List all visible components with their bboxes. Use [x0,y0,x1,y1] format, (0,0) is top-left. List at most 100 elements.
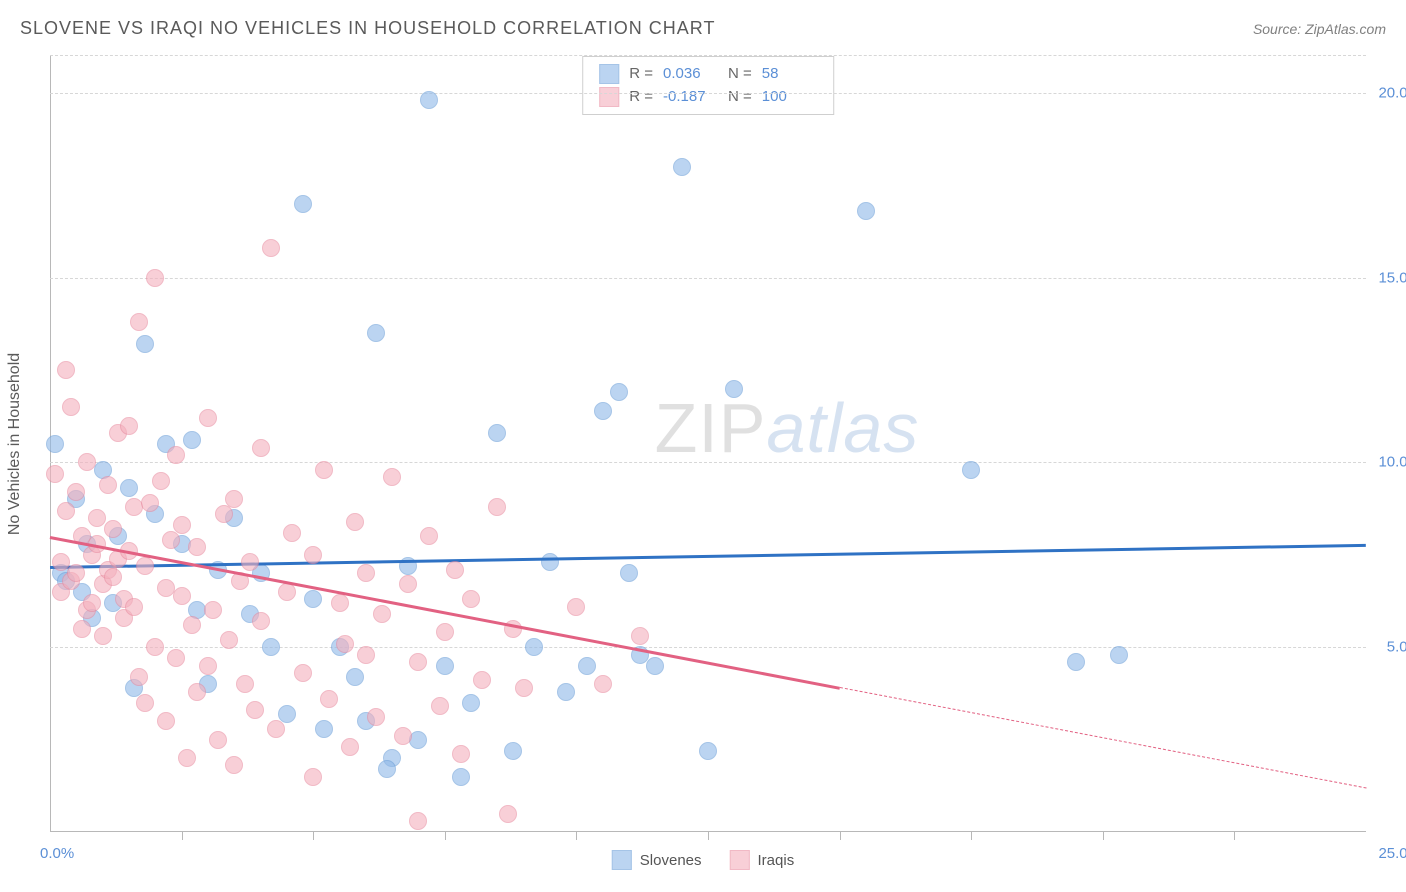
gridline [50,93,1366,94]
x-tick [182,832,183,840]
data-point [178,749,196,767]
watermark-zip: ZIP [655,389,767,467]
data-point [52,553,70,571]
data-point [67,483,85,501]
swatch-slovenes [599,64,619,84]
data-point [1067,653,1085,671]
data-point [499,805,517,823]
data-point [346,513,364,531]
data-point [320,690,338,708]
n-label: N = [728,63,752,86]
data-point [130,668,148,686]
data-point [304,590,322,608]
x-tick [840,832,841,840]
data-point [331,594,349,612]
bottom-legend: Slovenes Iraqis [612,850,794,870]
data-point [136,694,154,712]
data-point [73,620,91,638]
data-point [515,679,533,697]
data-point [373,605,391,623]
title-bar: SLOVENE VS IRAQI NO VEHICLES IN HOUSEHOL… [20,18,1386,39]
data-point [578,657,596,675]
data-point [141,494,159,512]
data-point [462,694,480,712]
data-point [209,731,227,749]
x-tick [1234,832,1235,840]
data-point [162,531,180,549]
r-value-slovenes: 0.036 [663,63,718,86]
data-point [199,409,217,427]
x-tick [1103,832,1104,840]
data-point [594,675,612,693]
data-point [488,424,506,442]
data-point [504,742,522,760]
data-point [367,708,385,726]
data-point [57,502,75,520]
n-label: N = [728,86,752,109]
data-point [294,664,312,682]
data-point [594,402,612,420]
data-point [367,324,385,342]
data-point [94,627,112,645]
data-point [294,195,312,213]
data-point [183,431,201,449]
data-point [431,697,449,715]
data-point [420,91,438,109]
stats-row-slovenes: R = 0.036 N = 58 [599,63,817,86]
data-point [78,453,96,471]
data-point [399,575,417,593]
data-point [473,671,491,689]
data-point [136,335,154,353]
y-tick-label: 15.0% [1378,269,1406,286]
x-origin-label: 0.0% [40,845,74,862]
y-axis-label: No Vehicles in Household [6,352,24,534]
data-point [199,657,217,675]
data-point [220,631,238,649]
y-tick-label: 20.0% [1378,84,1406,101]
trend-line [840,687,1367,788]
x-tick [576,832,577,840]
data-point [125,598,143,616]
gridline [50,462,1366,463]
data-point [436,623,454,641]
data-point [962,461,980,479]
swatch-iraqis [599,87,619,107]
n-value-slovenes: 58 [762,63,817,86]
data-point [46,435,64,453]
data-point [420,527,438,545]
data-point [557,683,575,701]
data-point [673,158,691,176]
n-value-iraqis: 100 [762,86,817,109]
data-point [215,505,233,523]
data-point [88,509,106,527]
data-point [462,590,480,608]
data-point [267,720,285,738]
x-max-label: 25.0% [1378,845,1406,862]
data-point [315,461,333,479]
data-point [409,812,427,830]
data-point [120,417,138,435]
data-point [46,465,64,483]
data-point [646,657,664,675]
stats-row-iraqis: R = -0.187 N = 100 [599,86,817,109]
data-point [157,712,175,730]
data-point [262,239,280,257]
gridline [50,647,1366,648]
data-point [725,380,743,398]
x-tick [708,832,709,840]
data-point [173,587,191,605]
data-point [315,720,333,738]
data-point [57,361,75,379]
swatch-slovenes [612,850,632,870]
data-point [452,745,470,763]
data-point [204,601,222,619]
watermark-atlas: atlas [766,389,919,467]
data-point [236,675,254,693]
y-tick-label: 5.0% [1387,639,1406,656]
plot-area: No Vehicles in Household ZIPatlas 0.0% 2… [50,55,1366,832]
data-point [409,653,427,671]
watermark: ZIPatlas [655,388,920,468]
data-point [378,760,396,778]
data-point [62,398,80,416]
data-point [225,490,243,508]
